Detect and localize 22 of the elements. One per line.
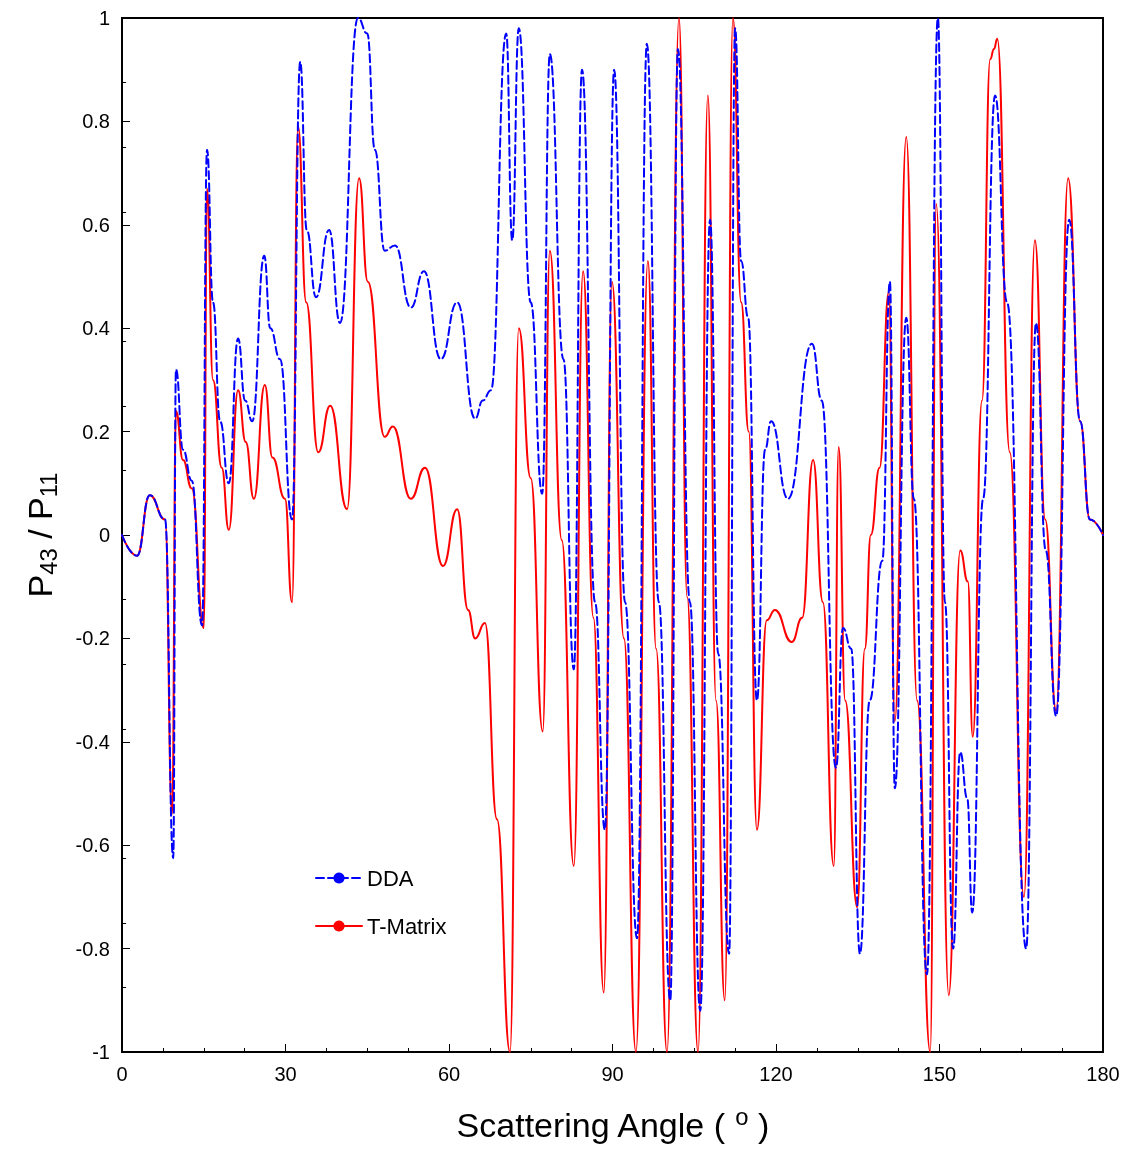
y-tick-label: 0.6 bbox=[82, 213, 110, 236]
legend-label: T-Matrix bbox=[367, 913, 447, 939]
y-tick-label: 1 bbox=[98, 7, 110, 29]
x-tick-label: 0 bbox=[116, 1063, 128, 1085]
x-tick-label: 30 bbox=[274, 1063, 297, 1085]
x-tick-label: 60 bbox=[437, 1063, 461, 1085]
y-tick-label: -0.8 bbox=[75, 937, 110, 960]
y-tick-label: 0 bbox=[98, 524, 110, 546]
x-tick-label: 90 bbox=[601, 1063, 624, 1085]
y-axis-title: P43 / P11 bbox=[21, 472, 62, 598]
y-tick-label: 0.8 bbox=[82, 110, 110, 133]
y-tick-label: 0.2 bbox=[82, 420, 110, 443]
x-axis-title: Scattering Angle ( o ) bbox=[456, 1102, 770, 1144]
x-tick-label: 120 bbox=[759, 1063, 793, 1085]
legend-label: DDA bbox=[367, 865, 414, 891]
x-tick-label: 180 bbox=[1086, 1063, 1120, 1085]
y-tick-label: -0.2 bbox=[75, 627, 110, 650]
y-tick-label: -1 bbox=[92, 1041, 110, 1063]
y-tick-label: -0.4 bbox=[75, 730, 110, 753]
x-tick-label: 150 bbox=[922, 1063, 957, 1085]
y-tick-label: 0.4 bbox=[82, 317, 110, 340]
y-tick-label: -0.6 bbox=[75, 834, 110, 857]
